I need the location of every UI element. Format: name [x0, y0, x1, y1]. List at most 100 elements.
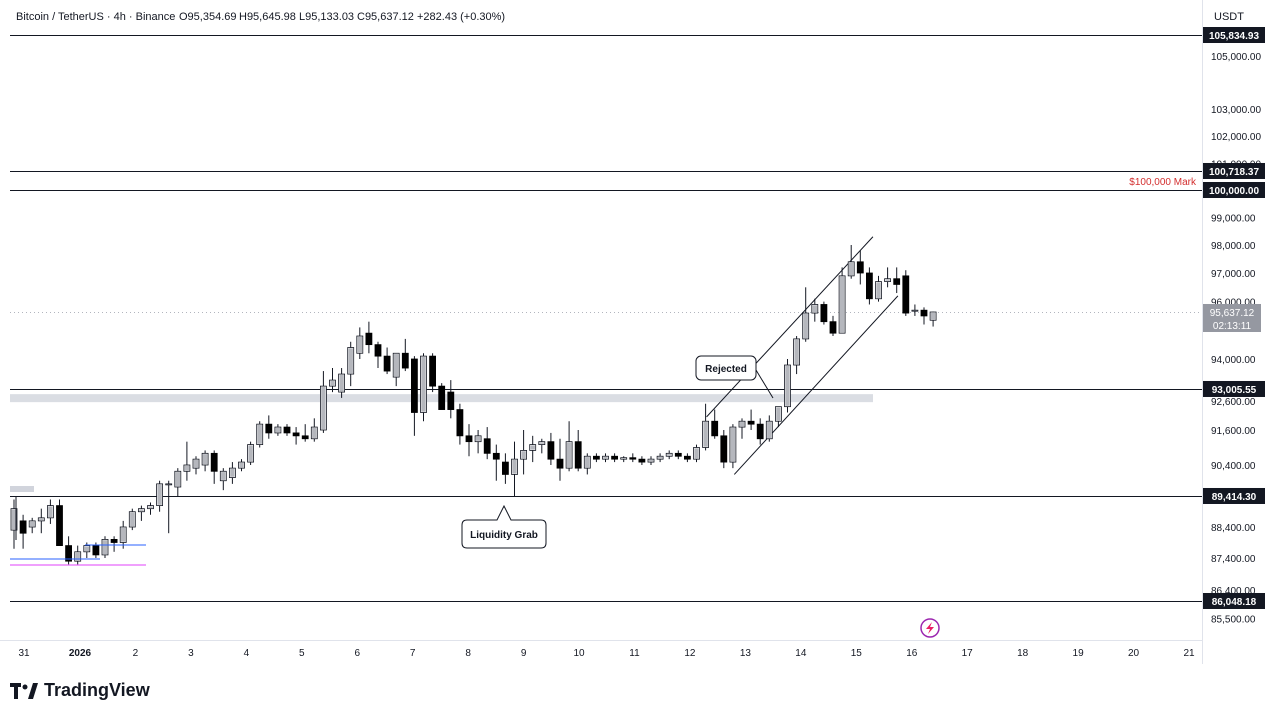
candle[interactable]	[365, 321, 373, 354]
candle[interactable]	[174, 468, 182, 497]
candle[interactable]	[429, 353, 437, 393]
candle[interactable]	[238, 459, 245, 472]
candle[interactable]	[165, 480, 173, 534]
candle[interactable]	[538, 438, 546, 454]
candle[interactable]	[893, 267, 901, 294]
candle[interactable]	[574, 430, 582, 472]
candle[interactable]	[693, 444, 700, 463]
candle[interactable]	[19, 514, 27, 549]
candle[interactable]	[501, 453, 509, 484]
candle[interactable]	[720, 430, 728, 469]
candle[interactable]	[319, 371, 327, 433]
candle[interactable]	[456, 403, 464, 445]
candle[interactable]	[338, 368, 346, 398]
lightning-icon[interactable]	[920, 618, 940, 638]
candle[interactable]	[684, 453, 691, 463]
candle[interactable]	[383, 347, 391, 375]
candle[interactable]	[438, 383, 446, 410]
candle[interactable]	[856, 250, 864, 285]
candle[interactable]	[156, 480, 164, 512]
annotation-liquidity-grab[interactable]: Liquidity Grab	[461, 504, 547, 549]
candle[interactable]	[101, 536, 109, 558]
candle[interactable]	[511, 441, 518, 497]
candle[interactable]	[137, 505, 145, 521]
candle[interactable]	[474, 430, 482, 454]
candle[interactable]	[274, 424, 282, 436]
candle[interactable]	[747, 409, 755, 430]
candle[interactable]	[902, 270, 910, 316]
candle[interactable]	[802, 287, 810, 342]
candle[interactable]	[829, 315, 837, 337]
candle[interactable]	[147, 502, 154, 515]
candle[interactable]	[665, 450, 673, 460]
candle[interactable]	[775, 406, 782, 428]
candle[interactable]	[201, 450, 209, 472]
candle[interactable]	[620, 456, 628, 463]
candle[interactable]	[128, 508, 136, 531]
candle[interactable]	[593, 453, 600, 463]
candle[interactable]	[465, 424, 473, 457]
candle[interactable]	[793, 336, 800, 375]
candle[interactable]	[529, 435, 537, 463]
candle[interactable]	[929, 311, 937, 327]
candle[interactable]	[838, 267, 846, 334]
candle[interactable]	[875, 275, 882, 302]
candle[interactable]	[820, 301, 828, 325]
candle[interactable]	[811, 298, 819, 322]
candle[interactable]	[784, 359, 791, 413]
candles-layer[interactable]	[10, 245, 937, 565]
candle[interactable]	[492, 444, 500, 481]
candle[interactable]	[219, 468, 227, 491]
candle[interactable]	[210, 450, 218, 484]
candle[interactable]	[629, 453, 637, 463]
channel-line-upper[interactable]	[706, 236, 874, 418]
candle[interactable]	[119, 520, 127, 549]
candle[interactable]	[711, 409, 719, 439]
candle[interactable]	[292, 427, 300, 445]
candle[interactable]	[110, 536, 118, 552]
candle[interactable]	[183, 441, 191, 481]
candle[interactable]	[228, 462, 236, 484]
candle[interactable]	[920, 307, 928, 325]
candle[interactable]	[520, 430, 527, 475]
candle[interactable]	[547, 432, 555, 465]
candle[interactable]	[401, 338, 409, 372]
candle[interactable]	[65, 536, 72, 565]
candle[interactable]	[738, 418, 746, 439]
candle[interactable]	[283, 424, 291, 436]
header-symbol[interactable]: Bitcoin / TetherUS · 4h · Binance	[16, 11, 175, 23]
candle[interactable]	[483, 427, 491, 460]
candle[interactable]	[884, 267, 891, 288]
candle[interactable]	[301, 424, 309, 442]
candle[interactable]	[674, 450, 682, 460]
candle[interactable]	[347, 341, 355, 387]
candle[interactable]	[410, 356, 418, 436]
candle[interactable]	[247, 441, 255, 465]
candle[interactable]	[329, 368, 336, 393]
candle[interactable]	[583, 453, 591, 475]
candle[interactable]	[611, 453, 618, 463]
candle[interactable]	[765, 415, 773, 442]
candle[interactable]	[447, 380, 455, 419]
candle[interactable]	[565, 421, 573, 472]
candle[interactable]	[10, 499, 18, 549]
candle[interactable]	[310, 418, 318, 442]
candle[interactable]	[420, 353, 427, 422]
candle[interactable]	[392, 352, 400, 387]
channel-line-lower[interactable]	[733, 295, 899, 475]
candle[interactable]	[602, 453, 609, 463]
candle[interactable]	[265, 415, 273, 439]
candle[interactable]	[37, 508, 45, 534]
candle[interactable]	[847, 245, 855, 279]
candle[interactable]	[647, 456, 655, 465]
candle[interactable]	[638, 456, 646, 465]
annotation-rejected[interactable]: Rejected	[695, 355, 774, 399]
candle[interactable]	[374, 341, 382, 369]
tradingview-logo[interactable]: TradingView	[10, 680, 150, 701]
candle[interactable]	[28, 517, 36, 534]
candle[interactable]	[356, 327, 364, 359]
candle[interactable]	[556, 438, 564, 481]
candle[interactable]	[702, 403, 709, 451]
candle[interactable]	[47, 499, 54, 524]
